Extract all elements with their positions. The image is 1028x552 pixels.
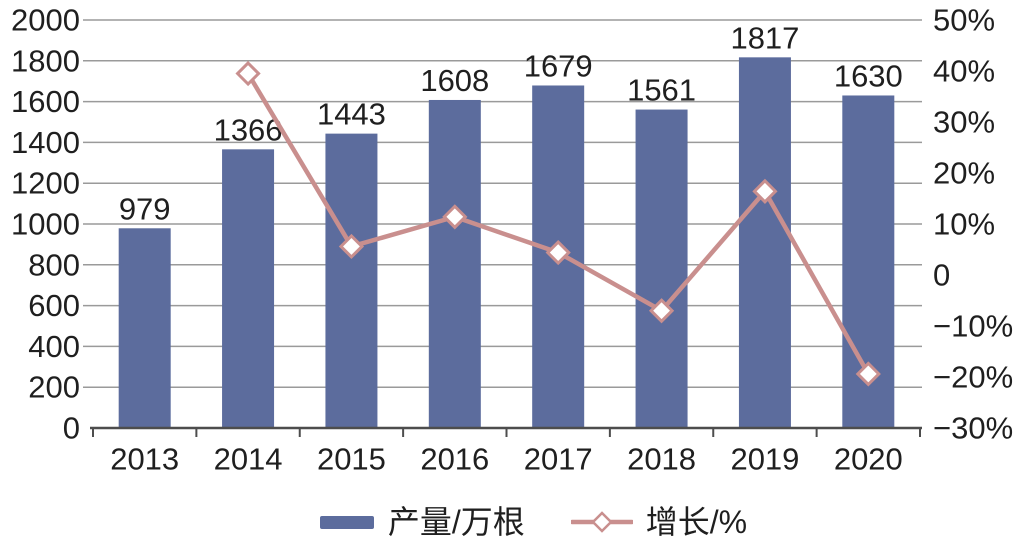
diamond-marker-icon — [338, 233, 365, 260]
x-axis-tick-label: 2015 — [317, 442, 386, 477]
x-axis-tick-label: 2016 — [420, 442, 489, 477]
x-axis-tick-label: 2013 — [110, 442, 179, 477]
left-axis-tick-label: 1200 — [11, 166, 80, 201]
legend-production-label: 产量/万根 — [387, 504, 525, 540]
left-axis-tick-label: 600 — [28, 288, 80, 323]
bar-value-label: 1366 — [214, 112, 283, 147]
bar-2015 — [325, 133, 378, 429]
legend-growth-label: 增长/% — [645, 504, 748, 540]
bar-value-label: 979 — [119, 191, 171, 226]
x-axis-tick-label: 2020 — [834, 442, 903, 477]
x-axis-tick-label: 2018 — [627, 442, 696, 477]
diamond-marker-icon — [752, 178, 778, 204]
right-axis-tick-label: −30% — [933, 411, 1013, 446]
bar-value-label: 1679 — [524, 48, 593, 83]
legend-line-swatch-icon — [570, 511, 633, 533]
diamond-marker-icon — [442, 204, 468, 230]
diamond-marker-icon — [545, 239, 571, 266]
legend-item-production: 产量/万根 — [319, 506, 525, 538]
bar-value-label: 1443 — [317, 97, 386, 132]
x-axis-tick-label: 2017 — [524, 442, 593, 477]
bar-value-label: 1630 — [834, 58, 903, 93]
x-axis-tick-label: 2019 — [730, 442, 799, 477]
bar-value-label: 1561 — [627, 73, 696, 108]
left-axis-tick-label: 1600 — [11, 84, 80, 119]
right-axis-tick-label: −20% — [933, 360, 1013, 395]
diamond-marker-icon — [855, 361, 881, 387]
left-axis-tick-label: 1000 — [11, 207, 80, 242]
bar-2014 — [222, 149, 275, 428]
left-axis-tick-label: 1400 — [11, 125, 80, 160]
right-axis-tick-label: 40% — [933, 54, 995, 89]
bar-value-label: 1608 — [420, 63, 489, 98]
legend-item-growth: 增长/% — [570, 504, 748, 540]
left-axis-tick-label: 400 — [28, 329, 80, 364]
bar-2016 — [428, 99, 481, 428]
left-axis-tick-label: 800 — [28, 247, 80, 282]
x-axis-tick-label: 2014 — [214, 442, 283, 477]
right-axis-tick-label: 0 — [933, 258, 950, 293]
bar-value-label: 1817 — [730, 20, 799, 55]
right-axis-tick-label: 20% — [933, 156, 995, 191]
right-axis-tick-label: −10% — [933, 309, 1013, 344]
left-axis-tick-label: 1800 — [11, 43, 80, 78]
bar-2019 — [738, 57, 791, 428]
chart-legend: 产量/万根 增长/% — [0, 494, 1028, 550]
right-axis-tick-label: 10% — [933, 207, 995, 242]
left-axis-tick-label: 200 — [28, 370, 80, 405]
left-axis-tick-label: 0 — [63, 411, 80, 446]
bar-2013 — [118, 228, 171, 428]
left-axis-tick-label: 2000 — [11, 3, 80, 38]
right-axis-tick-label: 30% — [933, 105, 995, 140]
legend-bar-swatch-icon — [319, 515, 374, 529]
diamond-marker-icon — [648, 298, 675, 324]
bar-2018 — [635, 109, 688, 428]
diamond-marker-icon — [235, 60, 261, 87]
right-axis-tick-label: 50% — [933, 3, 995, 38]
